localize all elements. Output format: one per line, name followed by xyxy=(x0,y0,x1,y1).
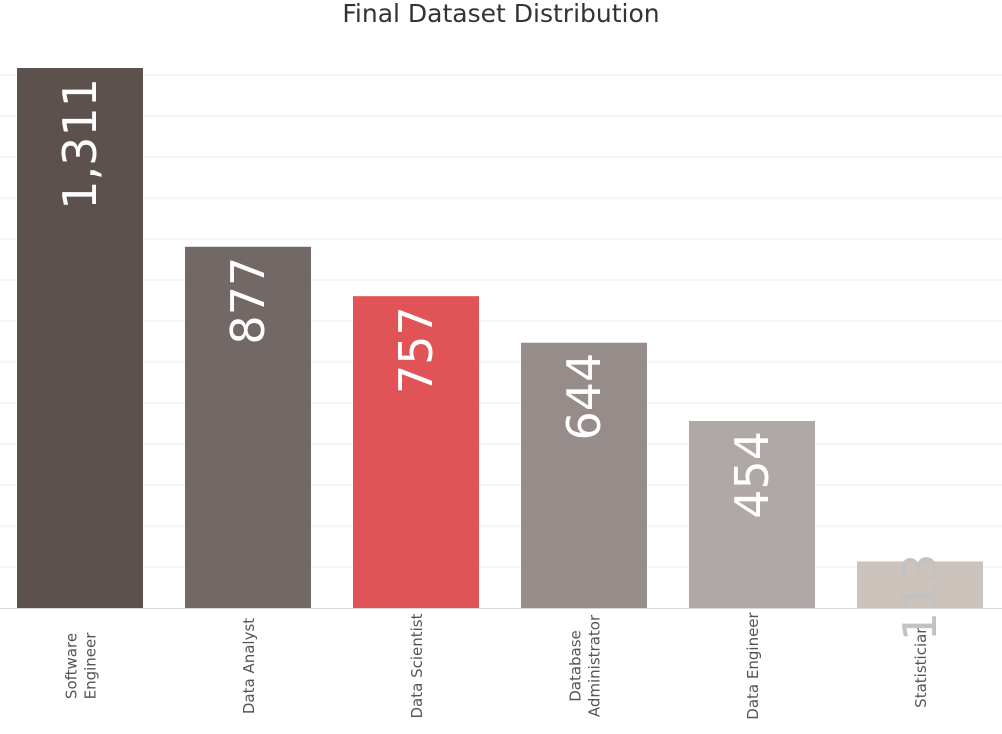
category-label: Administrator xyxy=(586,614,604,717)
category-label: Engineer xyxy=(82,632,100,700)
category-label-group: Software Engineer xyxy=(63,632,100,700)
value-label: 1,311 xyxy=(53,78,107,210)
category-label-group: Data Analyst xyxy=(240,618,258,714)
chart-title: Final Dataset Distribution xyxy=(342,0,660,28)
category-label-group: Statistician xyxy=(912,624,930,708)
category-label: Data Scientist xyxy=(408,613,426,718)
value-label: 877 xyxy=(221,257,275,345)
bar-software-engineer xyxy=(17,68,143,608)
bars xyxy=(17,68,983,609)
category-label: Software xyxy=(63,633,81,699)
value-label: 454 xyxy=(725,431,779,519)
category-label: Database xyxy=(567,630,585,702)
value-labels: 1,311 877 757 644 454 113 xyxy=(53,78,947,641)
category-label: Data Analyst xyxy=(240,618,258,714)
bar-database-administrator xyxy=(521,342,647,608)
category-label-group: Database Administrator xyxy=(567,614,604,717)
bar-data-analyst xyxy=(185,246,311,609)
category-label-group: Data Engineer xyxy=(744,611,762,719)
gridlines xyxy=(0,74,1002,568)
value-label: 757 xyxy=(389,306,443,394)
category-label: Statistician xyxy=(912,624,930,708)
category-label: Data Engineer xyxy=(744,611,762,719)
bar-data-engineer xyxy=(689,420,815,608)
value-label: 644 xyxy=(557,353,611,441)
bar-data-scientist xyxy=(353,296,479,608)
category-label-group: Data Scientist xyxy=(408,613,426,718)
bar-statistician xyxy=(857,561,983,608)
category-labels: Software Engineer Data Analyst Data Scienti… xyxy=(63,611,931,719)
value-label: 113 xyxy=(893,553,947,641)
